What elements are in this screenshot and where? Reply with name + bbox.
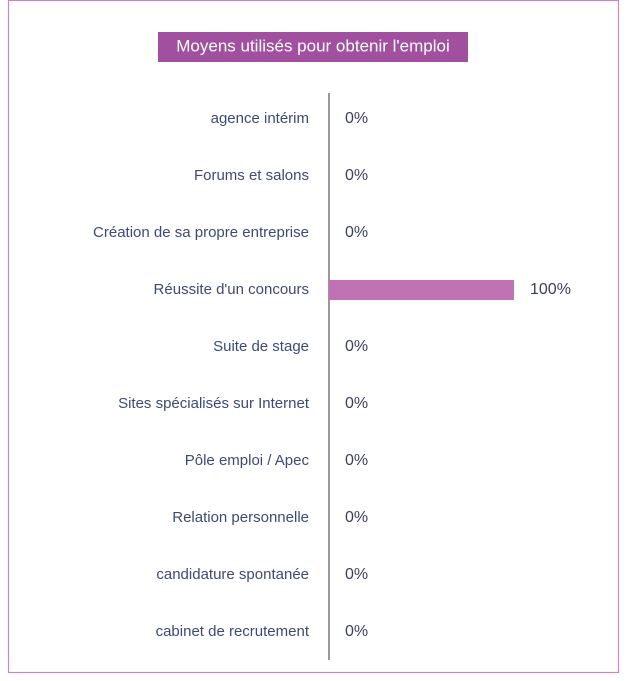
data-label: 0%	[345, 452, 368, 469]
data-label: 0%	[345, 623, 368, 640]
y-tick-label: Forums et salons	[194, 167, 309, 184]
bar	[329, 280, 514, 300]
data-label: 0%	[345, 338, 368, 355]
y-tick-label: Relation personnelle	[172, 509, 309, 526]
data-label: 0%	[345, 566, 368, 583]
y-tick-label: candidature spontanée	[156, 566, 309, 583]
chart-frame	[7, 0, 620, 674]
y-tick-label: Réussite d'un concours	[154, 281, 309, 298]
data-label: 0%	[345, 110, 368, 127]
y-tick-label: Création de sa propre entreprise	[93, 224, 309, 241]
y-tick-label: Suite de stage	[213, 338, 309, 355]
y-tick-label: cabinet de recrutement	[156, 623, 310, 640]
y-tick-label: Sites spécialisés sur Internet	[118, 395, 310, 412]
chart-title: Moyens utilisés pour obtenir l'emploi	[176, 36, 450, 55]
y-tick-label: agence intérim	[211, 110, 309, 127]
y-tick-label: Pôle emploi / Apec	[185, 452, 310, 469]
data-label: 0%	[345, 167, 368, 184]
data-label: 0%	[345, 395, 368, 412]
title-box	[158, 32, 468, 62]
data-label: 0%	[345, 509, 368, 526]
data-label: 0%	[345, 224, 368, 241]
data-label: 100%	[530, 281, 571, 298]
